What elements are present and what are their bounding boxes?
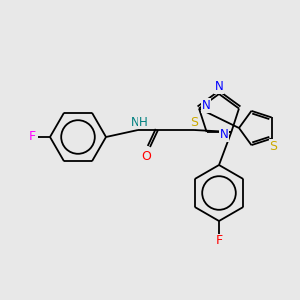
Text: H: H <box>139 116 147 128</box>
Text: S: S <box>270 140 278 153</box>
Text: F: F <box>215 235 223 248</box>
Text: N: N <box>220 128 229 142</box>
Text: N: N <box>214 80 224 94</box>
Text: N: N <box>202 99 210 112</box>
Text: O: O <box>141 149 151 163</box>
Text: S: S <box>190 116 198 128</box>
Text: N: N <box>130 116 140 128</box>
Text: F: F <box>28 130 36 143</box>
